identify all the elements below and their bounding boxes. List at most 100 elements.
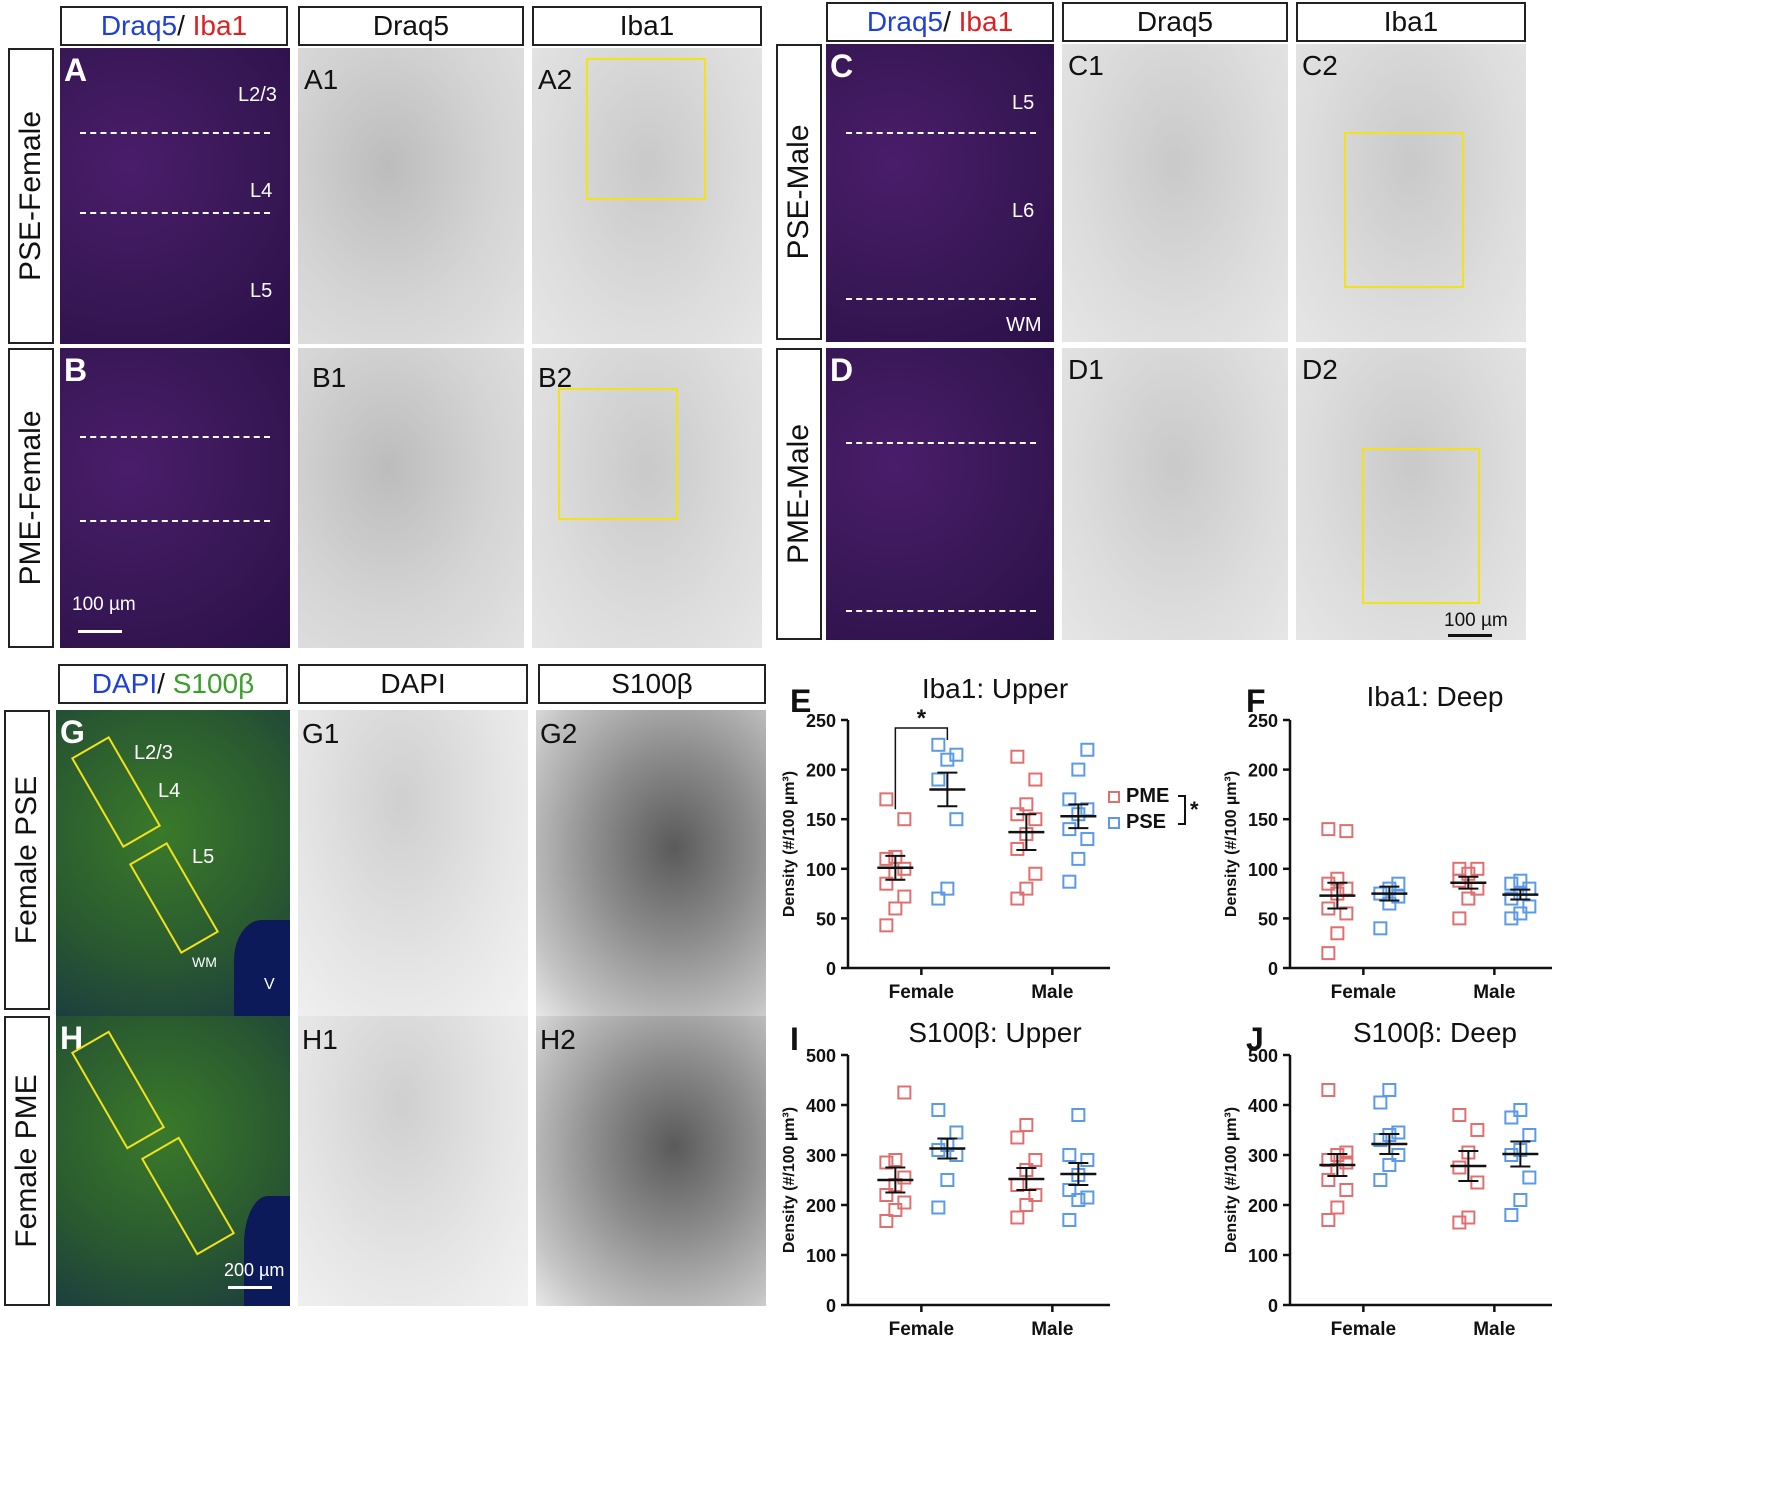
data-point-pme	[1019, 1198, 1034, 1212]
data-point-pme	[879, 876, 894, 891]
layer-boundary-line	[80, 212, 270, 214]
data-point-pse	[1080, 1153, 1095, 1167]
chart-f: F Iba1: Deep 0 50 100 150 200 250 Density (#/100…	[1223, 681, 1552, 1003]
data-point-pse	[1071, 1193, 1086, 1207]
data-point-pse	[1373, 1095, 1388, 1110]
scale-bar	[228, 1286, 272, 1289]
legend-bracket	[1178, 795, 1186, 825]
y-tick-label: 0	[826, 1296, 836, 1316]
scale-bar	[78, 630, 122, 633]
image-panel-h1: H1	[298, 1016, 528, 1306]
data-point-pme	[1330, 1200, 1345, 1215]
y-tick-label: 150	[1248, 810, 1278, 830]
data-point-pse	[1391, 876, 1406, 891]
header-iba1-left: Iba1	[532, 6, 762, 46]
x-tick-label: Male	[1473, 1319, 1515, 1340]
x-tick-label: Female	[889, 1319, 954, 1340]
data-point-pme	[1452, 1160, 1467, 1175]
layer-label: WM	[192, 954, 217, 970]
layer-boundary-line	[80, 436, 270, 438]
data-point-pse	[1391, 1125, 1406, 1140]
y-tick-label: 50	[1258, 909, 1278, 929]
data-point-pse	[1071, 762, 1086, 777]
layer-boundary-line	[846, 298, 1036, 300]
chart-title: S100β: Upper	[908, 1017, 1081, 1048]
header-part-iba1: Iba1	[192, 10, 248, 41]
data-point-pse	[931, 1103, 946, 1117]
data-point-pse	[1080, 1190, 1095, 1205]
y-tick-label: 100	[806, 1246, 836, 1266]
layer-label: L4	[158, 780, 181, 802]
data-point-pme	[1028, 812, 1043, 827]
panel-letter: B2	[538, 362, 573, 393]
legend-significance: *	[1190, 797, 1199, 822]
chart-title: Iba1: Upper	[922, 673, 1068, 704]
y-tick-label: 150	[806, 810, 836, 830]
y-tick-label: 0	[1268, 1296, 1278, 1316]
row-label-female-pse: Female PSE	[4, 710, 50, 1010]
panel-letter: G2	[540, 718, 578, 749]
y-tick-label: 200	[806, 761, 836, 781]
data-point-pse	[1513, 1193, 1528, 1207]
image-panel-c2: C2	[1296, 44, 1526, 342]
y-axis-label: Density (#/100 µm³)	[1223, 1107, 1240, 1253]
y-tick-label: 100	[1248, 1246, 1278, 1266]
chart-title: Iba1: Deep	[1367, 681, 1504, 712]
image-panel-a2: A2	[532, 48, 762, 344]
layer-boundary-line	[846, 132, 1036, 134]
scale-bar-label: 200 µm	[224, 1260, 285, 1280]
data-point-pse	[1373, 1173, 1388, 1187]
image-panel-h2: H2	[536, 1016, 766, 1306]
data-point-pme	[897, 1085, 912, 1100]
data-point-pse	[1373, 921, 1388, 936]
y-tick-label: 300	[1248, 1146, 1278, 1166]
data-point-pme	[1019, 881, 1034, 896]
data-point-pse	[1513, 873, 1528, 888]
data-point-pme	[1470, 1123, 1485, 1137]
chart-letter: J	[1246, 1021, 1264, 1057]
panel-letter: A2	[538, 64, 573, 95]
data-point-pme	[1452, 861, 1467, 876]
header-part-slash: /	[943, 6, 959, 37]
roi-box	[586, 58, 706, 200]
y-tick-label: 200	[1248, 1196, 1278, 1216]
header-draq5-right: Draq5	[1062, 2, 1288, 42]
panel-letter: D	[830, 352, 854, 388]
data-point-pme	[888, 1153, 903, 1167]
data-point-pme	[1019, 797, 1034, 812]
y-axis-label: Density (#/100 µm³)	[1223, 771, 1240, 917]
data-point-pme	[1028, 772, 1043, 787]
layer-label: L6	[1012, 200, 1035, 222]
panel-letter: C	[830, 48, 854, 84]
data-point-pse	[1382, 1083, 1397, 1097]
layer-boundary-line	[80, 132, 270, 134]
chart-j: J S100β: Deep 0 100 200 300 400 500 Density (#/1…	[1223, 1017, 1552, 1340]
chart-e: E Iba1: Upper 0 50 100 150 200 250 Density (#/10…	[781, 673, 1110, 1003]
data-point-pme	[897, 1195, 912, 1210]
panel-letter: H1	[302, 1024, 338, 1055]
row-label-pme-male: PME-Male	[776, 348, 822, 640]
image-panel-g2: G2	[536, 710, 766, 1016]
chart-title: S100β: Deep	[1353, 1017, 1517, 1048]
data-point-pme	[879, 1214, 894, 1228]
data-point-pse	[1504, 1110, 1519, 1125]
legend-label-pme: PME	[1126, 785, 1170, 807]
layer-boundary-line	[80, 520, 270, 522]
image-panel-b: B 100 µm	[60, 348, 290, 648]
image-panel-d1: D1	[1062, 348, 1288, 640]
layer-label: V	[264, 976, 275, 993]
data-point-pse	[949, 1125, 964, 1140]
header-s100b: S100β	[538, 664, 766, 704]
y-tick-label: 100	[1248, 860, 1278, 880]
data-point-pme	[1010, 891, 1025, 906]
data-point-pme	[1321, 946, 1336, 961]
data-point-pse	[940, 1173, 955, 1187]
image-panel-h: H 200 µm	[56, 1016, 290, 1306]
image-panel-c1: C1	[1062, 44, 1288, 342]
header-part-slash: /	[157, 668, 173, 699]
data-point-pse	[1071, 1108, 1086, 1122]
data-point-pme	[879, 851, 894, 866]
header-part-dapi: DAPI	[91, 668, 158, 699]
data-point-pse	[931, 1200, 946, 1215]
data-point-pme	[1028, 866, 1043, 881]
